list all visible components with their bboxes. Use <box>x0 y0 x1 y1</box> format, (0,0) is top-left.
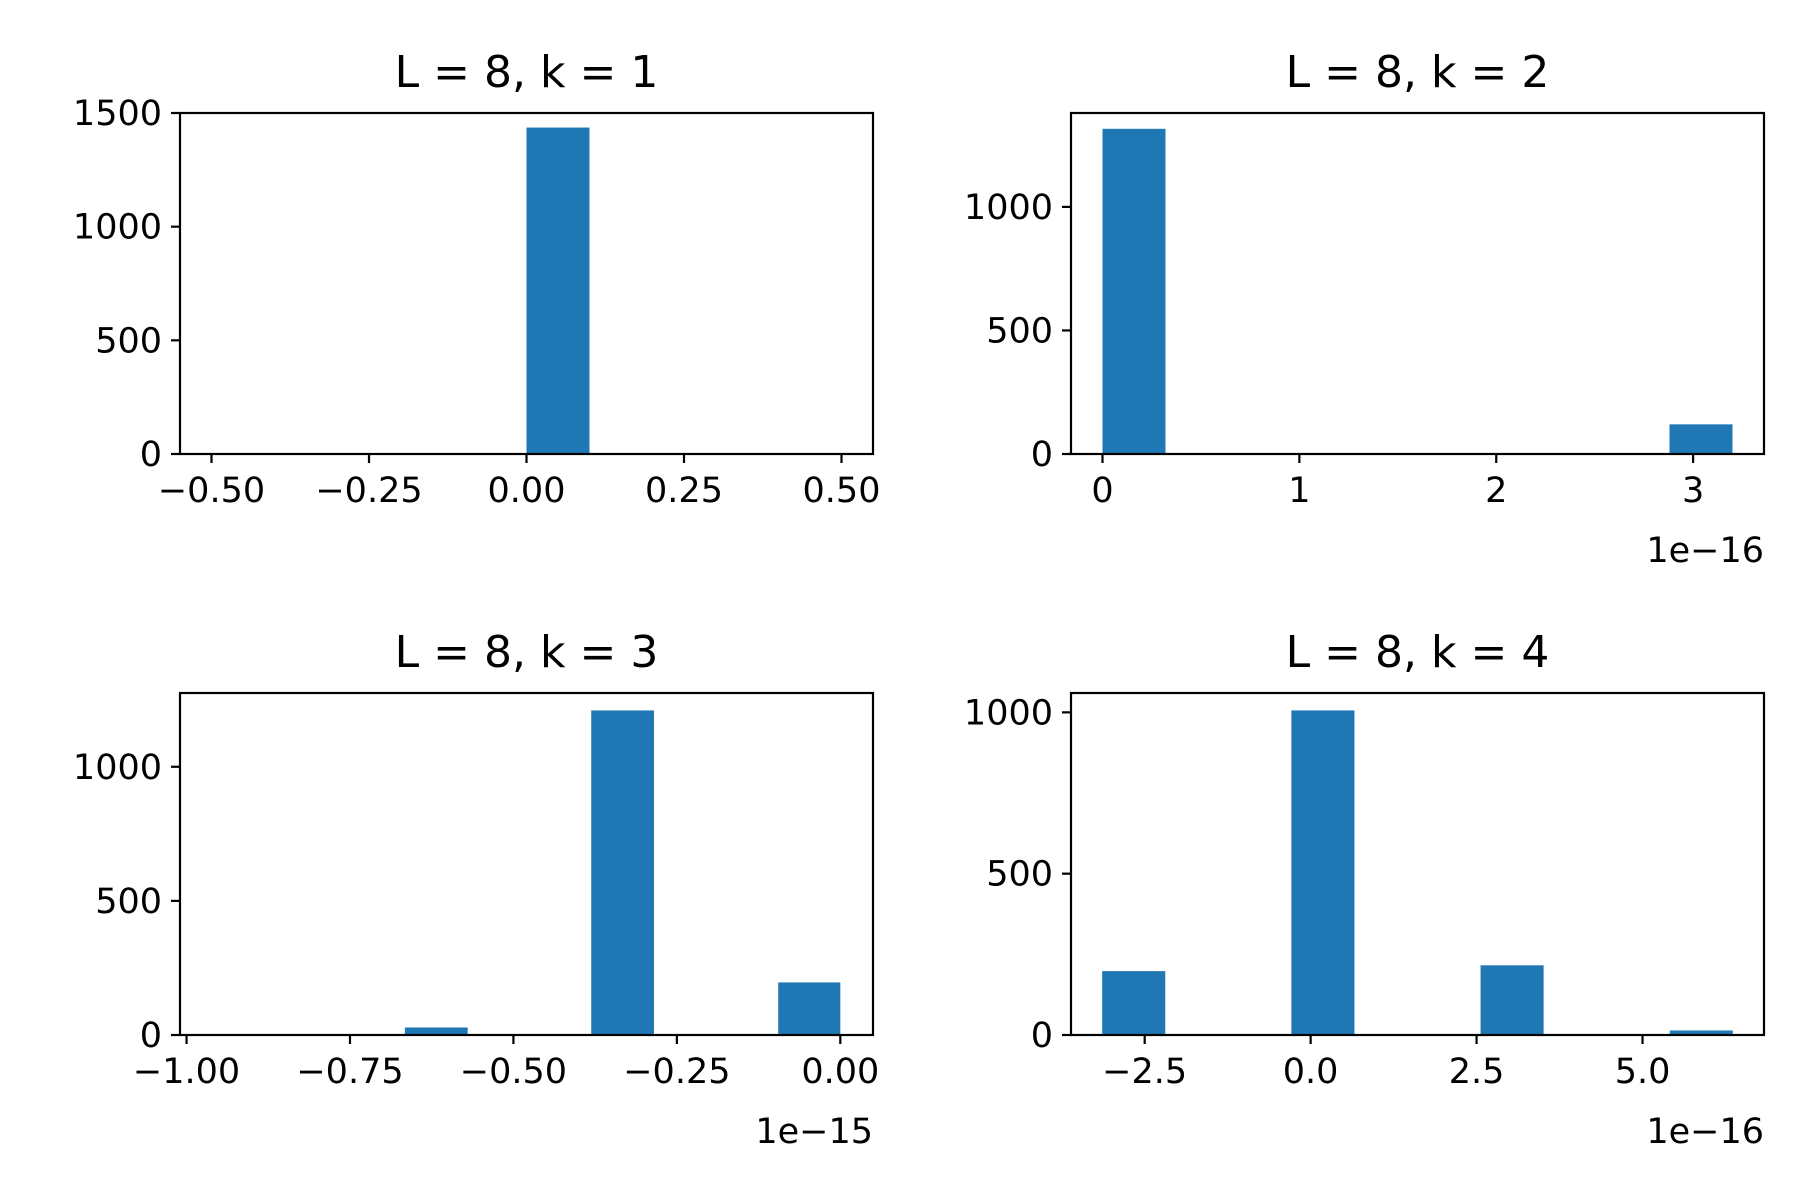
histogram-bar <box>404 1027 468 1035</box>
x-tick-label: −1.00 <box>133 1052 240 1092</box>
x-tick-label: 5.0 <box>1615 1052 1671 1092</box>
x-tick-label: −0.25 <box>623 1052 730 1092</box>
y-tick-label: 1000 <box>73 748 162 788</box>
x-tick-label: 0.25 <box>645 471 723 511</box>
x-tick-label: 2 <box>1485 471 1507 511</box>
x-tick-label: −0.25 <box>315 471 422 511</box>
x-axis-ticks: 0 1 2 3 <box>1091 454 1704 511</box>
x-tick-label: 3 <box>1682 471 1704 511</box>
bars <box>1102 128 1733 454</box>
x-tick-label: 0.0 <box>1283 1052 1339 1092</box>
y-tick-label: 500 <box>986 855 1053 895</box>
x-tick-label: 2.5 <box>1449 1052 1505 1092</box>
y-tick-label: 0 <box>1031 1016 1053 1056</box>
histogram-bar <box>1669 1030 1733 1035</box>
axes-frame <box>178 691 875 1037</box>
x-axis-ticks: −2.5 0.0 2.5 5.0 <box>1102 1035 1670 1092</box>
bars <box>526 127 590 455</box>
y-tick-label: 500 <box>95 882 162 922</box>
y-axis-ticks: 0 500 1000 <box>964 188 1071 475</box>
x-tick-label: −2.5 <box>1102 1052 1187 1092</box>
x-offset-label: 1e−16 <box>1646 531 1764 571</box>
subplot-k1: L = 8, k = 1 −0.50 −0.25 0.00 0.25 0.50 0 500… <box>73 47 881 511</box>
y-tick-label: 0 <box>140 435 162 475</box>
histogram-bar <box>591 710 654 1035</box>
histogram-bar <box>1102 971 1166 1035</box>
y-axis-ticks: 0 500 1000 <box>73 748 180 1056</box>
histogram-bar <box>1669 424 1733 454</box>
x-tick-label: 0 <box>1091 471 1113 511</box>
subplot-title: L = 8, k = 2 <box>1286 47 1550 98</box>
y-tick-label: 500 <box>986 311 1053 351</box>
subplot-title: L = 8, k = 1 <box>395 47 659 98</box>
subplot-k3: L = 8, k = 3 −1.00 −0.75 −0.50 −0.25 0.00 0 5… <box>73 627 879 1152</box>
y-tick-label: 1000 <box>964 188 1053 228</box>
histogram-bar <box>778 982 841 1035</box>
x-tick-label: −0.50 <box>460 1052 567 1092</box>
x-offset-label: 1e−15 <box>755 1112 873 1152</box>
bars <box>404 710 841 1035</box>
x-tick-label: 0.50 <box>803 471 881 511</box>
histogram-bar <box>1480 965 1544 1035</box>
axes-frame <box>178 111 875 456</box>
x-tick-label: −0.75 <box>296 1052 403 1092</box>
y-tick-label: 1000 <box>73 208 162 248</box>
axes-frame <box>1069 111 1766 456</box>
subplot-title: L = 8, k = 3 <box>395 627 659 678</box>
histogram-bar <box>1291 710 1355 1035</box>
x-axis-ticks: −1.00 −0.75 −0.50 −0.25 0.00 <box>133 1035 879 1092</box>
x-tick-label: 1 <box>1288 471 1310 511</box>
y-tick-label: 1000 <box>964 693 1053 733</box>
x-axis-ticks: −0.50 −0.25 0.00 0.25 0.50 <box>158 454 881 511</box>
y-tick-label: 0 <box>1031 435 1053 475</box>
y-tick-label: 1500 <box>73 94 162 134</box>
y-tick-label: 0 <box>140 1016 162 1056</box>
axes-frame <box>1069 691 1766 1037</box>
y-tick-label: 500 <box>95 321 162 361</box>
y-axis-ticks: 0 500 1000 <box>964 693 1071 1056</box>
x-tick-label: −0.50 <box>158 471 265 511</box>
subplot-k4: L = 8, k = 4 −2.5 0.0 2.5 5.0 0 500 1000 1e−1… <box>964 627 1766 1152</box>
bars <box>1102 710 1733 1035</box>
histogram-bar <box>526 127 590 455</box>
x-tick-label: 0.00 <box>488 471 566 511</box>
x-tick-label: 0.00 <box>801 1052 879 1092</box>
x-offset-label: 1e−16 <box>1646 1112 1764 1152</box>
subplot-k2: L = 8, k = 2 0 1 2 3 0 500 1000 1e−16 <box>964 47 1766 571</box>
y-axis-ticks: 0 500 1000 1500 <box>73 94 180 475</box>
histogram-bar <box>1102 128 1166 454</box>
subplot-title: L = 8, k = 4 <box>1286 627 1550 678</box>
